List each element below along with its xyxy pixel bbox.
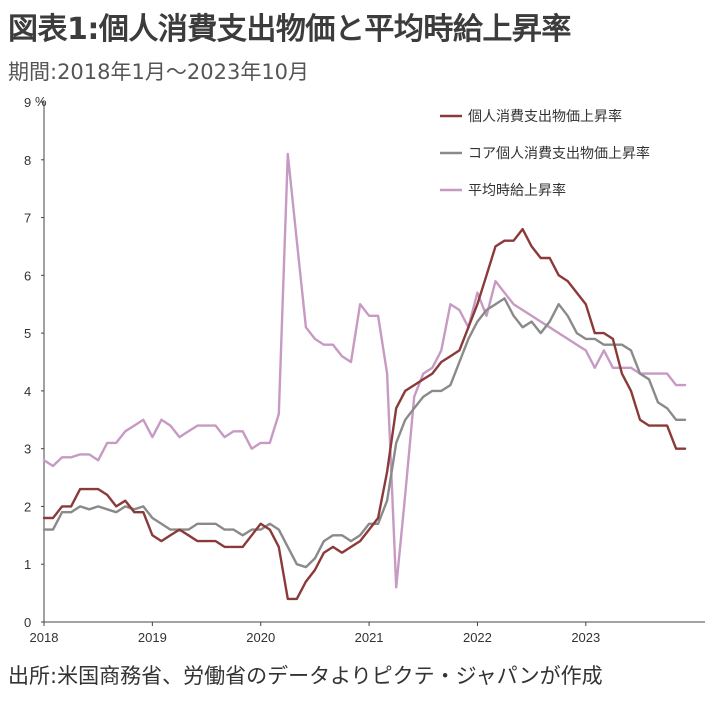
y-axis-unit: % bbox=[35, 94, 47, 109]
chart-axes: 0 1 2 3 4 5 6 7 8 9 % 2018 2019 2020 2021 2022 2023 bbox=[24, 94, 705, 645]
x-tick-label: 2022 bbox=[463, 630, 492, 645]
chart-lines bbox=[42, 152, 687, 601]
y-tick-label: 7 bbox=[24, 211, 31, 226]
y-tick-label: 6 bbox=[24, 268, 31, 283]
legend-label-wage: 平均時給上昇率 bbox=[468, 182, 566, 199]
y-tick-label: 5 bbox=[24, 326, 31, 341]
x-tick-label: 2021 bbox=[355, 630, 384, 645]
x-tick-label: 2019 bbox=[138, 630, 167, 645]
legend-label-pce: 個人消費支出物価上昇率 bbox=[468, 108, 622, 125]
y-tick-label: 0 bbox=[24, 615, 31, 630]
y-tick-label: 2 bbox=[24, 499, 31, 514]
y-tick-label: 3 bbox=[24, 442, 31, 457]
chart-source: 出所:米国商務省、労働省のデータよりピクテ・ジャパンが作成 bbox=[8, 664, 603, 688]
chart-period: 期間:2018年1月～2023年10月 bbox=[8, 60, 310, 84]
y-tick-label: 1 bbox=[24, 557, 31, 572]
y-tick-label: 8 bbox=[24, 153, 31, 168]
series-line-core_pce bbox=[42, 297, 687, 569]
series-line-pce bbox=[42, 227, 687, 601]
series-line-wage bbox=[42, 152, 687, 589]
y-tick-label: 9 bbox=[24, 95, 31, 110]
x-tick-label: 2018 bbox=[30, 630, 59, 645]
x-tick-label: 2020 bbox=[246, 630, 275, 645]
x-tick-label: 2023 bbox=[571, 630, 600, 645]
chart-title: 図表1:個人消費支出物価と平均時給上昇率 bbox=[8, 12, 571, 47]
y-tick-label: 4 bbox=[24, 384, 31, 399]
legend-label-core_pce: コア個人消費支出物価上昇率 bbox=[468, 145, 650, 162]
